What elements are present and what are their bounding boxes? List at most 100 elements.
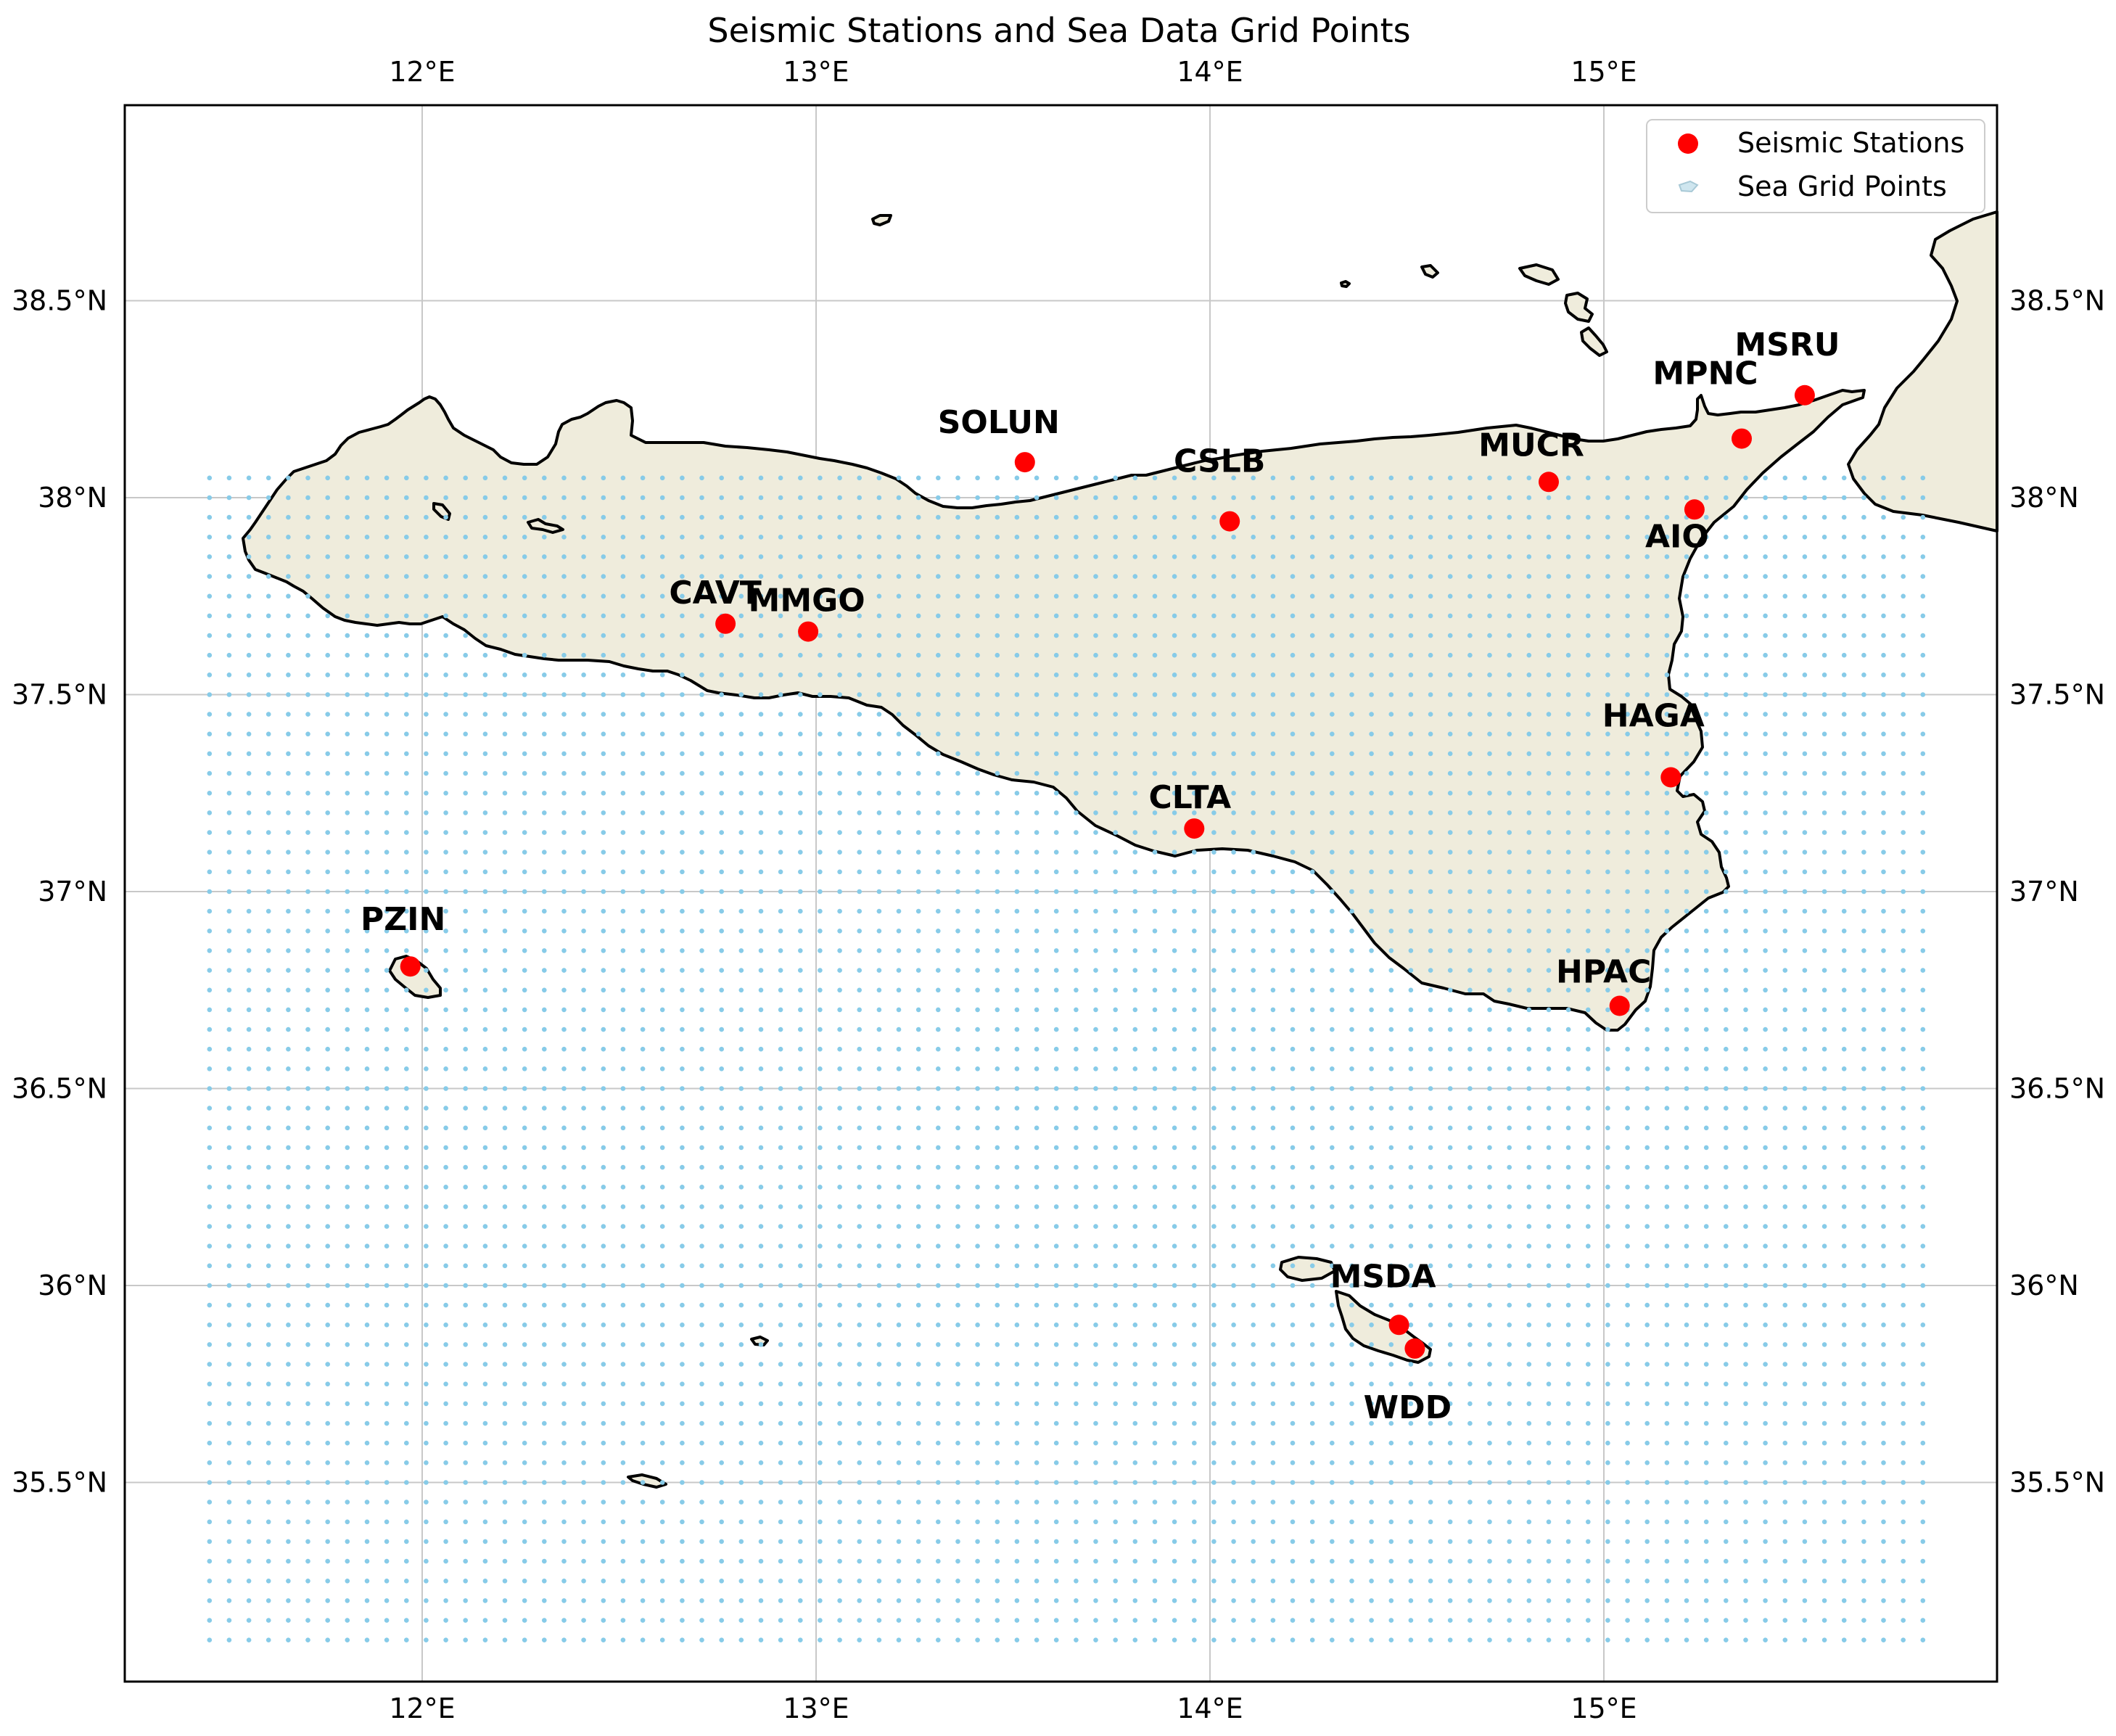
sea-grid-point bbox=[680, 1027, 685, 1032]
sea-grid-point bbox=[305, 633, 310, 638]
sea-grid-point bbox=[640, 1539, 646, 1544]
sea-grid-point bbox=[1724, 1283, 1729, 1288]
sea-grid-point bbox=[1093, 929, 1098, 934]
sea-grid-point bbox=[1014, 613, 1020, 619]
sea-grid-point bbox=[1487, 1086, 1492, 1091]
sea-grid-point bbox=[1467, 633, 1473, 638]
sea-grid-point bbox=[936, 830, 941, 835]
sea-grid-point bbox=[1724, 652, 1729, 658]
sea-grid-point bbox=[1526, 1302, 1532, 1308]
sea-grid-point bbox=[1664, 1046, 1670, 1052]
sea-grid-point bbox=[325, 1558, 331, 1564]
sea-grid-point bbox=[581, 1243, 586, 1248]
sea-grid-point bbox=[1782, 1086, 1788, 1091]
sea-grid-point bbox=[857, 830, 862, 835]
sea-grid-point bbox=[778, 1420, 783, 1426]
sea-grid-point bbox=[837, 1007, 842, 1013]
sea-grid-point bbox=[1605, 475, 1610, 481]
sea-grid-point bbox=[1270, 1381, 1276, 1387]
sea-grid-point bbox=[1428, 1243, 1433, 1248]
sea-grid-point bbox=[1565, 1480, 1571, 1485]
sea-grid-point bbox=[1586, 1558, 1591, 1564]
sea-grid-point bbox=[1074, 1007, 1079, 1013]
sea-grid-point bbox=[1251, 869, 1256, 875]
sea-grid-point bbox=[975, 1145, 980, 1151]
sea-grid-point bbox=[384, 968, 390, 973]
sea-grid-point bbox=[1447, 475, 1453, 481]
sea-grid-point bbox=[1388, 514, 1394, 520]
sea-grid-point bbox=[1605, 830, 1610, 835]
sea-grid-point bbox=[502, 514, 508, 520]
sea-grid-point bbox=[620, 692, 626, 697]
sea-grid-point bbox=[246, 1480, 252, 1485]
sea-grid-point bbox=[1782, 633, 1788, 638]
sea-grid-point bbox=[443, 495, 448, 501]
sea-grid-point bbox=[1821, 751, 1827, 757]
sea-grid-point bbox=[1703, 1164, 1709, 1170]
sea-grid-point bbox=[857, 1362, 862, 1367]
sea-grid-point bbox=[1605, 929, 1610, 934]
sea-grid-point bbox=[265, 633, 271, 638]
sea-grid-point bbox=[818, 1145, 823, 1151]
sea-grid-point bbox=[561, 652, 567, 658]
sea-grid-point bbox=[1684, 1204, 1689, 1209]
sea-grid-point bbox=[640, 672, 646, 678]
sea-grid-point bbox=[404, 652, 409, 658]
sea-grid-point bbox=[384, 1362, 390, 1367]
sea-grid-point bbox=[1290, 1302, 1296, 1308]
sea-grid-point bbox=[1664, 633, 1670, 638]
sea-grid-point bbox=[1428, 692, 1433, 697]
sea-grid-point bbox=[915, 1579, 921, 1584]
sea-grid-point bbox=[1290, 1539, 1296, 1544]
sea-grid-point bbox=[305, 495, 310, 501]
sea-grid-point bbox=[758, 535, 764, 540]
sea-grid-point bbox=[936, 1420, 941, 1426]
sea-grid-point bbox=[837, 514, 842, 520]
filicudi-island bbox=[1420, 264, 1439, 279]
sea-grid-point bbox=[975, 1283, 980, 1288]
sea-grid-point bbox=[995, 1618, 1000, 1623]
sea-grid-point bbox=[640, 1283, 646, 1288]
sea-grid-point bbox=[837, 1539, 842, 1544]
sea-grid-point bbox=[345, 1263, 350, 1269]
sea-grid-point bbox=[1586, 1145, 1591, 1151]
sea-grid-point bbox=[443, 731, 448, 737]
sea-grid-point bbox=[581, 1342, 586, 1347]
sea-grid-point bbox=[1743, 1243, 1748, 1248]
sea-grid-point bbox=[1625, 1243, 1630, 1248]
sea-grid-point bbox=[601, 495, 606, 501]
sea-grid-point bbox=[207, 1007, 213, 1013]
sea-grid-point bbox=[1408, 672, 1414, 678]
sea-grid-point bbox=[404, 929, 409, 934]
sea-grid-point bbox=[1113, 1086, 1118, 1091]
sea-grid-point bbox=[837, 1283, 842, 1288]
sea-grid-point bbox=[1074, 850, 1079, 855]
sea-grid-point bbox=[620, 751, 626, 757]
sea-grid-point bbox=[1428, 1342, 1433, 1347]
sea-grid-point bbox=[502, 535, 508, 540]
sea-grid-point bbox=[1546, 1302, 1552, 1308]
sea-grid-point bbox=[561, 830, 567, 835]
sea-grid-point bbox=[1625, 712, 1630, 717]
sea-grid-point bbox=[502, 1066, 508, 1071]
sea-grid-point bbox=[798, 1164, 803, 1170]
sea-grid-point bbox=[719, 1027, 724, 1032]
sea-grid-point bbox=[1074, 908, 1079, 914]
sea-grid-point bbox=[1507, 1046, 1512, 1052]
sea-grid-point bbox=[364, 1500, 370, 1505]
sea-grid-point bbox=[1821, 948, 1827, 953]
sea-grid-point bbox=[798, 770, 803, 776]
sea-grid-point bbox=[1507, 830, 1512, 835]
sea-grid-point bbox=[1290, 1164, 1296, 1170]
sea-grid-point bbox=[482, 1579, 488, 1584]
sea-grid-point bbox=[1014, 1401, 1020, 1407]
sea-grid-point bbox=[659, 830, 665, 835]
sea-grid-point bbox=[1586, 1381, 1591, 1387]
sea-grid-point bbox=[345, 1440, 350, 1446]
sea-grid-point bbox=[1605, 1145, 1610, 1151]
sea-grid-point bbox=[1447, 1204, 1453, 1209]
sea-grid-point bbox=[1703, 929, 1709, 934]
sea-grid-point bbox=[699, 712, 704, 717]
sea-grid-point bbox=[384, 1460, 390, 1465]
sea-grid-point bbox=[1192, 475, 1197, 481]
